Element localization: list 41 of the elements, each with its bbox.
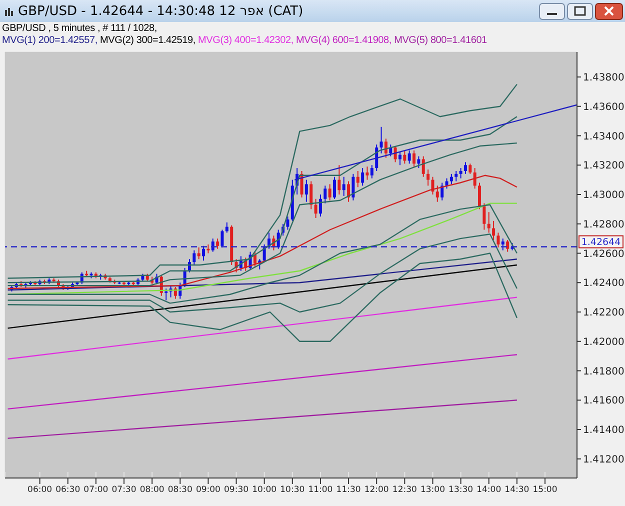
y-tick-label: 1.41600	[583, 396, 624, 407]
y-tick-label: 1.43600	[583, 102, 624, 113]
text: MVG(1) 200=1.42557,	[2, 35, 98, 46]
y-tick-label: 1.43400	[583, 131, 624, 142]
text: MVG(4) 600=1.41908,	[295, 35, 392, 46]
x-tick-label: 12:00	[364, 485, 389, 496]
y-tick-label: 1.42400	[583, 278, 624, 290]
text: MVG(5) 800=1.41601	[393, 35, 487, 46]
x-tick-label: 13:30	[448, 485, 474, 496]
text: MVG(2) 300=1.42519,	[99, 35, 196, 46]
y-tick-label: 1.42000	[583, 336, 624, 348]
x-tick-label: 11:00	[308, 485, 333, 496]
chart-title: GBP/USD - 1.42644 - 14:30:48 12 אפר (CAT)	[18, 4, 304, 18]
ref-line-label: 1.42644	[581, 236, 621, 248]
x-tick-label: 13:00	[420, 485, 445, 496]
x-tick-label: 07:00	[84, 485, 108, 496]
x-tick-label: 09:00	[196, 485, 220, 496]
y-tick-label: 1.41800	[583, 366, 624, 378]
y-tick-label: 1.42800	[583, 219, 624, 230]
y-tick-label: 1.42600	[583, 248, 624, 260]
y-tick-label: 1.43800	[583, 72, 624, 84]
y-tick-label: 1.41400	[583, 425, 624, 436]
x-tick-label: 14:30	[504, 485, 530, 496]
x-tick-label: 09:30	[224, 485, 249, 496]
chart-subtitle: GBP/USD , 5 minutes , # 111 / 1028,	[2, 23, 157, 34]
y-tick-label: 1.43200	[583, 160, 624, 172]
x-tick-label: 11:30	[336, 485, 361, 496]
x-tick-label: 15:00	[532, 485, 558, 496]
x-tick-label: 10:30	[280, 485, 305, 496]
y-tick-label: 1.42200	[583, 308, 624, 319]
x-tick-label: 07:30	[112, 485, 136, 496]
x-tick-label: 10:00	[252, 485, 277, 496]
x-tick-label: 06:00	[28, 485, 52, 496]
x-tick-label: 08:30	[168, 485, 192, 496]
y-tick-label: 1.41200	[583, 454, 624, 466]
x-tick-label: 06:30	[56, 485, 80, 496]
x-tick-label: 08:00	[140, 485, 164, 496]
x-tick-label: 12:30	[392, 485, 417, 496]
y-tick-label: 1.43000	[583, 190, 624, 202]
x-tick-label: 14:00	[476, 485, 502, 496]
text: MVG(3) 400=1.42302,	[197, 35, 294, 46]
